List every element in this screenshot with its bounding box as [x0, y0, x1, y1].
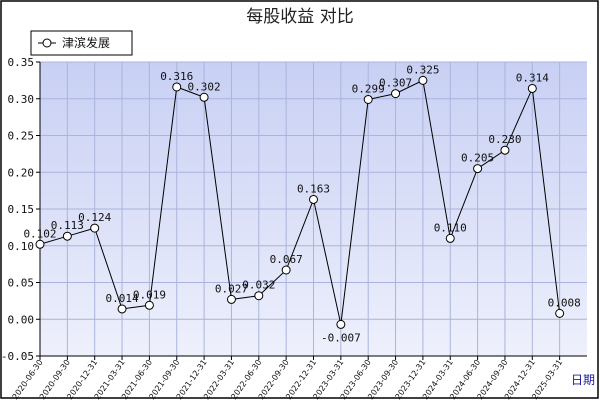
y-tick-label: 0.30 [8, 93, 35, 106]
series-line [39, 79, 561, 325]
y-tick-label: 0.05 [8, 277, 35, 290]
x-axis-title: 日期 [571, 373, 595, 387]
series-layer [35, 75, 565, 329]
data-point[interactable] [226, 294, 236, 304]
legend-series-label: 津滨发展 [62, 35, 110, 50]
y-tick-label: 0.20 [8, 166, 35, 179]
data-label: 0.014 [105, 292, 138, 305]
data-label: 0.230 [488, 133, 521, 146]
y-tick-label: 0.15 [8, 203, 35, 216]
data-point[interactable] [90, 223, 100, 233]
data-point[interactable] [199, 92, 209, 102]
data-label: 0.314 [516, 71, 549, 84]
axes [36, 61, 587, 360]
data-point[interactable] [473, 164, 483, 174]
data-label: -0.007 [321, 331, 361, 344]
y-tick-label: 0.10 [8, 240, 35, 253]
chart-title: 每股收益 对比 [246, 7, 353, 27]
data-point[interactable] [527, 83, 537, 93]
data-point[interactable] [309, 194, 318, 204]
y-tick-label: 0.00 [8, 313, 35, 326]
data-point[interactable] [254, 291, 264, 301]
y-tick-label: -0.05 [1, 350, 34, 363]
data-label: 0.316 [160, 70, 193, 83]
data-point[interactable] [445, 233, 455, 243]
data-label: 0.027 [215, 282, 248, 295]
data-label: 0.019 [133, 288, 166, 301]
data-label: 0.102 [23, 227, 56, 240]
data-label: 0.032 [242, 279, 275, 292]
data-label: 0.163 [297, 182, 330, 195]
data-point[interactable] [418, 75, 428, 85]
grid-lines [39, 61, 587, 357]
data-point[interactable] [500, 145, 510, 155]
data-label: 0.124 [78, 211, 111, 224]
legend[interactable]: 津滨发展 [30, 30, 133, 56]
data-point[interactable] [117, 304, 127, 314]
data-point[interactable] [336, 319, 346, 329]
data-point[interactable] [281, 265, 291, 275]
data-point[interactable] [35, 239, 45, 249]
data-point[interactable] [172, 82, 182, 92]
data-label: 0.299 [352, 82, 385, 95]
data-point[interactable] [144, 300, 154, 310]
data-label: 0.067 [270, 253, 303, 266]
y-tick-labels: -0.05 0.00 0.05 0.10 0.15 0.20 0.25 0.30 0.35 [1, 56, 34, 363]
data-label: 0.325 [406, 63, 439, 76]
data-label: 0.307 [379, 77, 412, 90]
data-label: 0.302 [188, 80, 221, 93]
data-point[interactable] [363, 94, 373, 104]
data-point[interactable] [391, 89, 401, 99]
y-tick-label: 0.35 [8, 56, 35, 69]
data-point[interactable] [62, 231, 72, 241]
y-tick-label: 0.25 [8, 130, 35, 143]
data-label: 0.205 [461, 152, 494, 165]
data-label: 0.110 [434, 221, 467, 234]
legend-marker-icon [42, 38, 52, 48]
data-point[interactable] [555, 308, 565, 318]
data-label: 0.113 [51, 219, 84, 232]
data-label: 0.008 [548, 296, 581, 309]
